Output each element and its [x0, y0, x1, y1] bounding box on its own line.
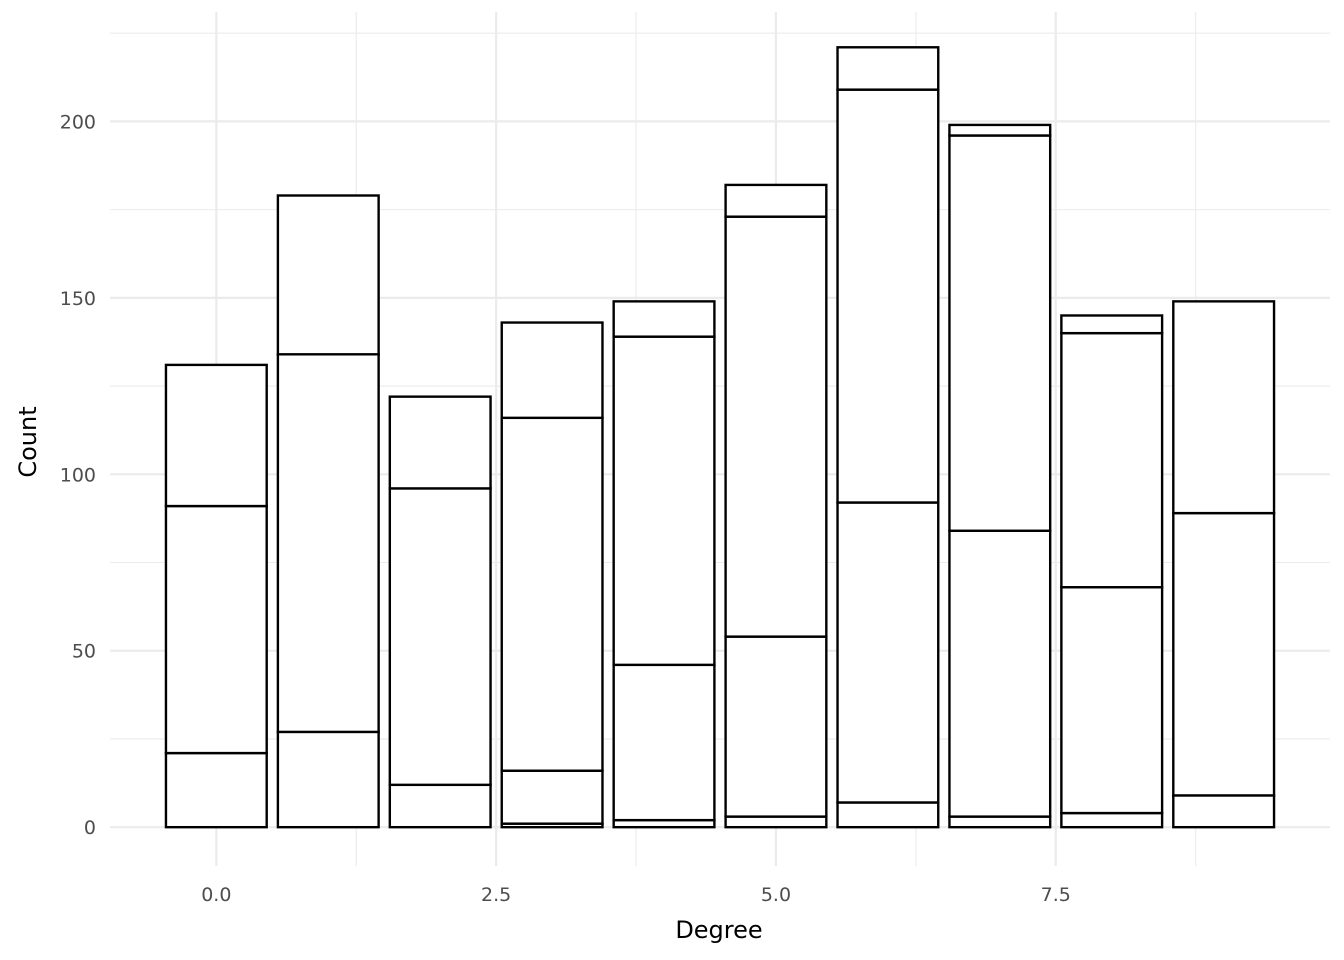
bar-segment — [724, 183, 828, 218]
x-tick-label: 7.5 — [1041, 884, 1071, 906]
bar-segment — [612, 335, 716, 667]
bar-segment — [612, 663, 716, 822]
bar-segment — [1060, 811, 1164, 829]
bar-segment — [388, 395, 492, 490]
bar-segment — [724, 215, 828, 638]
bar-segment — [1060, 331, 1164, 589]
y-tick-label: 150 — [60, 288, 96, 310]
bar-segment — [1060, 314, 1164, 335]
bar-segment — [388, 783, 492, 829]
bar-segment — [276, 353, 380, 734]
x-tick-label: 2.5 — [481, 884, 511, 906]
y-tick-label: 0 — [84, 817, 96, 839]
bar-segment — [836, 88, 940, 504]
bar-segment — [612, 300, 716, 338]
bar-segment — [500, 769, 604, 825]
bar-segment — [1172, 300, 1276, 515]
bar-segment — [836, 46, 940, 91]
y-axis-title: Count — [14, 406, 42, 477]
y-tick-label: 200 — [60, 111, 96, 133]
x-axis-tick-labels: 0.0 2.5 5.0 7.5 — [201, 884, 1071, 906]
bar-segment — [276, 194, 380, 356]
bar-segment — [836, 501, 940, 804]
y-tick-label: 100 — [60, 464, 96, 486]
bar-segment — [500, 416, 604, 772]
y-axis-tick-labels: 0 50 100 150 200 — [60, 111, 96, 839]
y-tick-label: 50 — [72, 641, 96, 663]
bar-segment — [724, 635, 828, 818]
bar-segment — [1172, 511, 1276, 797]
bar-segment — [388, 487, 492, 787]
bar-segment — [164, 504, 268, 755]
bar-segment — [1060, 586, 1164, 815]
bar-segment — [724, 815, 828, 829]
x-tick-label: 0.0 — [201, 884, 231, 906]
bar-segment — [948, 123, 1052, 137]
bar-segment — [948, 529, 1052, 818]
x-axis-title: Degree — [675, 916, 762, 944]
bar-segment — [500, 321, 604, 420]
bar-segment — [948, 815, 1052, 829]
x-tick-label: 5.0 — [761, 884, 791, 906]
bar-segment — [1172, 794, 1276, 829]
bar-segment — [164, 751, 268, 829]
bar-segment — [836, 801, 940, 829]
bar-segment — [948, 134, 1052, 532]
bar-segment — [276, 730, 380, 829]
bars — [164, 46, 1276, 829]
bar-segment — [164, 363, 268, 508]
